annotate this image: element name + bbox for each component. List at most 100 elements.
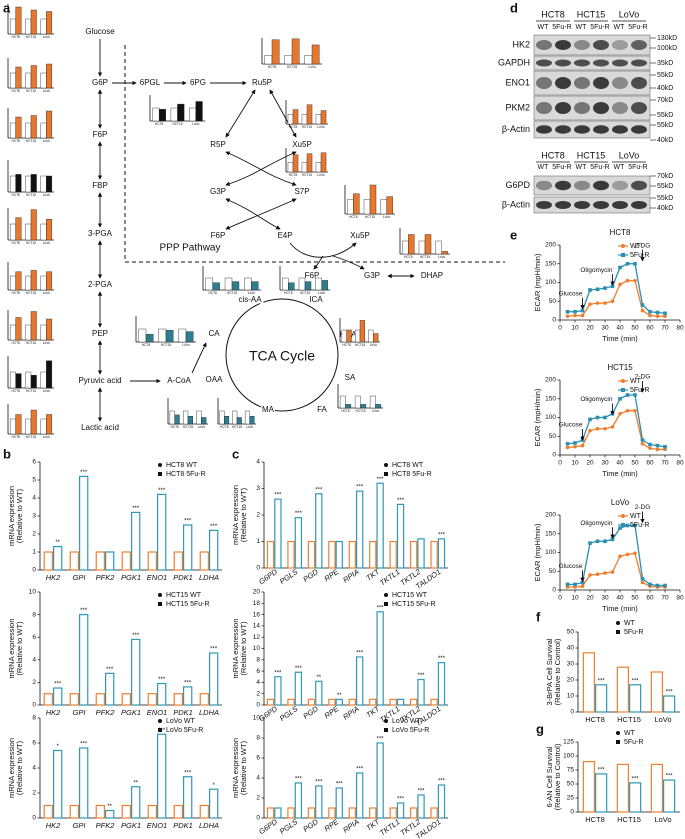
metabolite: R5P	[210, 140, 226, 149]
y-tick-label: 0	[32, 702, 36, 709]
x-tick-label: HCT8	[341, 409, 350, 413]
legend-label: WT	[630, 513, 642, 520]
x-tick-label: HCT15	[355, 343, 365, 347]
bar	[40, 324, 47, 341]
metabolite: 6PG	[190, 78, 206, 87]
x-tick-label: HCT15	[227, 291, 237, 295]
bar	[294, 517, 303, 569]
bar	[25, 275, 32, 291]
point	[663, 311, 667, 316]
point	[618, 554, 622, 559]
significance: ***	[132, 506, 140, 512]
x-tick-label: LoVo	[308, 65, 315, 69]
y-axis-label: 6-AN Cell Survival	[545, 746, 554, 807]
cell-line-label: HCT8	[541, 150, 565, 160]
bar	[199, 551, 210, 571]
bar	[369, 395, 376, 409]
point	[655, 310, 660, 315]
metabolite: cis-AA	[238, 295, 262, 304]
bar	[30, 375, 37, 389]
arrow	[313, 255, 324, 270]
bar	[409, 807, 418, 819]
bar	[244, 277, 252, 291]
bar	[52, 687, 63, 706]
x-tick-label: LDHA	[199, 821, 219, 830]
point	[573, 441, 577, 445]
bar	[30, 174, 37, 193]
marker-label: 40kD	[657, 85, 673, 92]
point	[633, 278, 637, 283]
x-tick-label: HCT15	[26, 139, 36, 143]
x-tick-label: RPIA	[341, 817, 361, 834]
bar	[356, 490, 364, 569]
y-tick-label: 50	[549, 298, 557, 305]
x-tick-label: HK2	[46, 708, 61, 717]
panel-label: f	[536, 609, 541, 624]
bar	[46, 414, 53, 435]
lane-label: 5Fu-R	[590, 164, 609, 171]
metabolite: OAA	[206, 375, 224, 384]
x-tick-label: LoVo	[43, 435, 50, 439]
significance: ***	[666, 690, 674, 696]
blot-band	[536, 40, 552, 50]
x-tick-label: HCT8	[12, 89, 21, 93]
bar	[347, 199, 354, 215]
point	[610, 284, 615, 289]
significance: ***	[184, 680, 192, 686]
legend-label: HCT8 WT	[392, 462, 424, 469]
bar	[430, 698, 438, 706]
x-tick-label: LoVo	[43, 89, 50, 93]
y-tick-label: 12	[253, 634, 261, 641]
blot-band	[593, 125, 609, 134]
x-tick-label: PGK1	[121, 821, 141, 830]
x-tick-label: HCT15	[420, 255, 430, 259]
protein-label: GAPDH	[498, 57, 530, 67]
significance: **	[337, 693, 342, 699]
bar	[69, 551, 79, 571]
legend-marker	[158, 728, 162, 732]
legend-label: WT	[624, 620, 636, 627]
point	[648, 442, 652, 447]
metabolite: ICA	[309, 295, 323, 304]
blot-band	[536, 201, 552, 209]
protein-label: HK2	[512, 39, 530, 49]
x-tick-label: LoVo	[438, 255, 445, 259]
x-tick-label: 20	[586, 595, 594, 602]
x-tick-label: 50	[631, 460, 639, 467]
bar	[376, 742, 384, 819]
legend-marker	[616, 621, 620, 625]
bar	[287, 807, 295, 819]
point	[580, 313, 585, 318]
bar	[437, 538, 446, 569]
lane-label: WT	[614, 24, 626, 31]
lane-label: 5Fu-R	[552, 164, 571, 171]
y-tick-label: 100	[545, 279, 556, 286]
blot-band	[574, 59, 590, 67]
point	[655, 447, 660, 452]
y-axis-label: (Relative to WT)	[15, 488, 24, 543]
significance: ***	[158, 677, 166, 683]
metabolite: DHAP	[421, 271, 443, 280]
x-tick-label: HCT8	[155, 122, 164, 126]
blot-band	[555, 125, 571, 134]
bar	[418, 240, 426, 255]
point	[648, 309, 652, 314]
bar	[201, 417, 207, 425]
metabolite: SA	[345, 373, 356, 382]
arrow	[225, 198, 281, 230]
x-tick-label: ENO1	[147, 708, 167, 717]
y-tick-label: 0	[552, 317, 556, 324]
bar	[348, 540, 356, 569]
bar	[209, 529, 219, 571]
x-tick-label: PDK1	[173, 821, 193, 830]
y-axis-label: (Relative to WT)	[15, 740, 24, 795]
x-tick-label: 80	[676, 460, 684, 467]
x-tick-label: 40	[616, 460, 624, 467]
bar	[335, 540, 343, 569]
bar	[9, 275, 16, 291]
point	[618, 265, 622, 270]
arrow	[225, 151, 297, 186]
point	[588, 428, 592, 433]
significance: ***	[274, 670, 282, 676]
point	[588, 573, 592, 577]
